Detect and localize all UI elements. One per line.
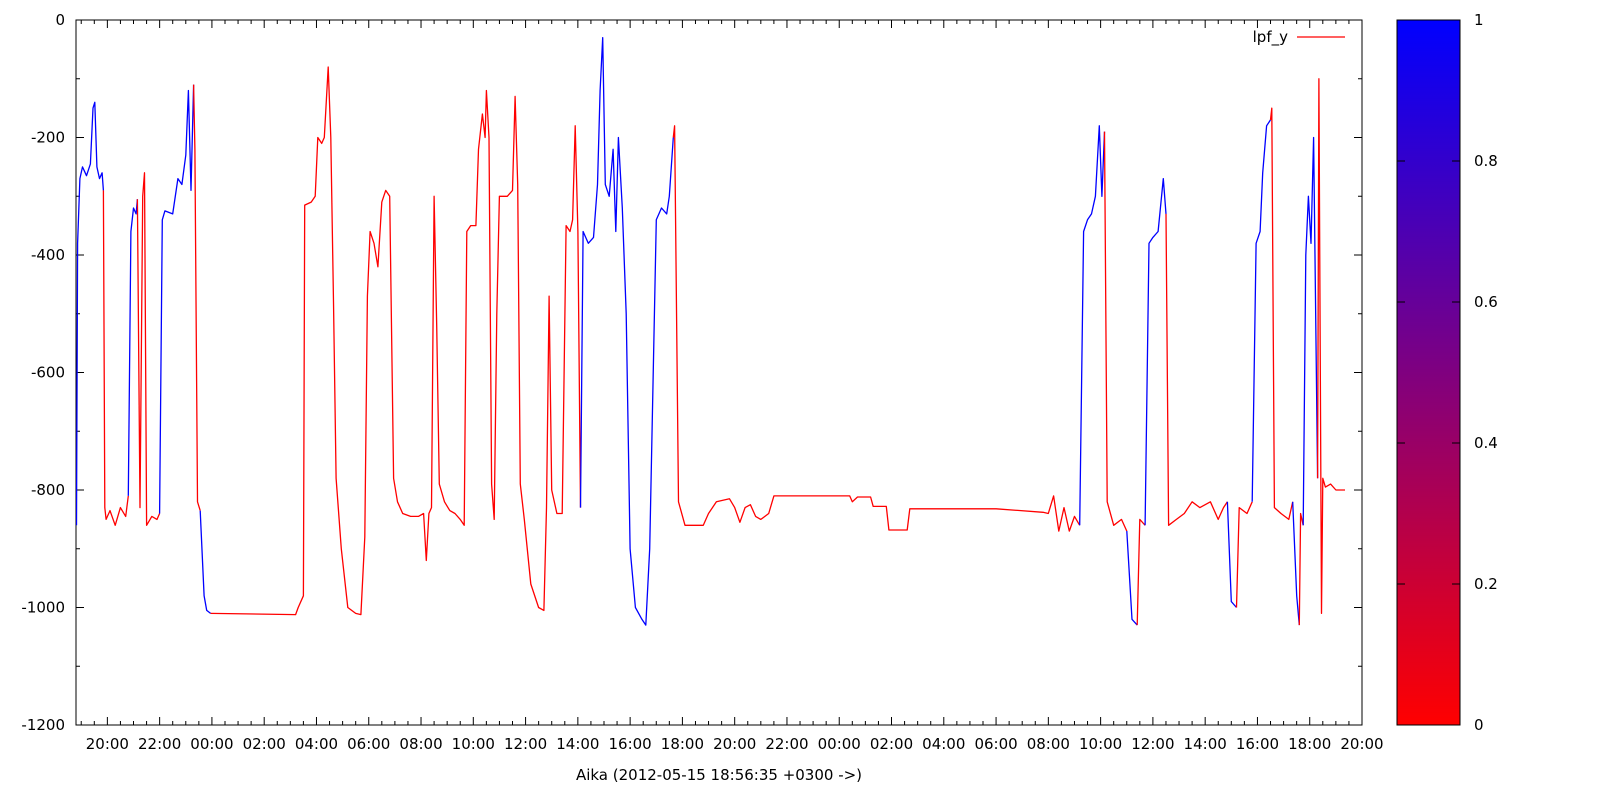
x-tick-label: 06:00 [974, 735, 1017, 753]
y-tick-label: -600 [31, 364, 65, 382]
x-tick-label: 22:00 [765, 735, 808, 753]
x-tick-label: 10:00 [1079, 735, 1122, 753]
series-segment-blue [76, 101, 105, 526]
x-tick-label: 22:00 [138, 735, 181, 753]
series-segment-blue [158, 84, 195, 514]
series-segment-blue [127, 199, 139, 496]
series-segment-red [1103, 131, 1128, 532]
series-segment-blue [1302, 136, 1319, 526]
colorbar-tick-label: 0.2 [1474, 575, 1498, 593]
x-tick-label: 14:00 [1184, 735, 1227, 753]
series-segment-blue [579, 36, 674, 626]
x-tick-label: 02:00 [870, 735, 913, 753]
y-tick-label: -1000 [21, 599, 65, 617]
x-tick-label: 20:00 [86, 735, 129, 753]
colorbar-tick-label: 0.8 [1474, 152, 1498, 170]
legend: lpf_y [1253, 28, 1345, 47]
series-segment-blue [1251, 119, 1272, 502]
series-segment-red [1235, 501, 1253, 608]
x-tick-label: 04:00 [922, 735, 965, 753]
x-tick-label: 14:00 [556, 735, 599, 753]
x-tick-label: 18:00 [1288, 735, 1331, 753]
series-segment-red [136, 172, 161, 526]
series-segment-red [102, 190, 129, 526]
series-lpf-y [76, 36, 1345, 626]
series-segment-blue [199, 510, 211, 614]
x-tick-label: 04:00 [295, 735, 338, 753]
colorbar: 0 0.2 0.4 0.6 0.8 1 [1396, 11, 1498, 734]
x-tick-label: 08:00 [1027, 735, 1070, 753]
series-segment-red [1316, 78, 1345, 615]
x-tick-label: 00:00 [818, 735, 861, 753]
x-tick-label: 06:00 [347, 735, 390, 753]
colorbar-tick-label: 1 [1474, 11, 1484, 29]
series-segment-blue [1292, 501, 1300, 626]
x-tick-label: 02:00 [243, 735, 286, 753]
x-axis: 20:00 22:00 00:00 02:00 04:00 06:00 08:00 10:00… [80, 20, 1384, 753]
x-tick-label: 20:00 [713, 735, 756, 753]
colorbar-tick-label: 0.4 [1474, 434, 1498, 452]
x-tick-label: 16:00 [1236, 735, 1279, 753]
legend-label-lpf-y: lpf_y [1253, 28, 1288, 47]
series-segment-blue [1144, 177, 1167, 526]
series-segment-red [1298, 512, 1304, 626]
series-segment-red [1269, 107, 1294, 521]
series-segment-red [672, 125, 1081, 532]
series-segment-red [192, 84, 201, 511]
x-tick-label: 00:00 [190, 735, 233, 753]
colorbar-tick-label: 0.6 [1474, 293, 1498, 311]
colorbar-ticks: 0 0.2 0.4 0.6 0.8 1 [1397, 11, 1498, 734]
series-segment-red [1165, 213, 1228, 526]
x-tick-label: 10:00 [452, 735, 495, 753]
y-axis: 0 -200 -400 -600 -800 -1000 -1200 [21, 11, 1362, 734]
x-tick-label: 08:00 [399, 735, 442, 753]
x-tick-label: 12:00 [1131, 735, 1174, 753]
y-tick-label: 0 [55, 11, 65, 29]
series-segment-blue [1126, 531, 1138, 626]
colorbar-gradient [1396, 19, 1461, 726]
series-segment-red [210, 66, 582, 616]
series-segment-blue [1226, 501, 1237, 608]
y-tick-label: -400 [31, 246, 65, 264]
series-segment-red [1136, 518, 1146, 626]
plot-area [75, 19, 1363, 726]
x-tick-label: 12:00 [504, 735, 547, 753]
x-tick-label: 18:00 [661, 735, 704, 753]
y-tick-label: -200 [31, 129, 65, 147]
y-tick-label: -800 [31, 481, 65, 499]
x-tick-label: 16:00 [609, 735, 652, 753]
series-segment-blue [1079, 125, 1106, 526]
x-tick-label: 20:00 [1340, 735, 1383, 753]
y-tick-label: -1200 [21, 716, 65, 734]
x-axis-title: Aika (2012-05-15 18:56:35 +0300 ->) [576, 766, 862, 784]
colorbar-tick-label: 0 [1474, 716, 1484, 734]
